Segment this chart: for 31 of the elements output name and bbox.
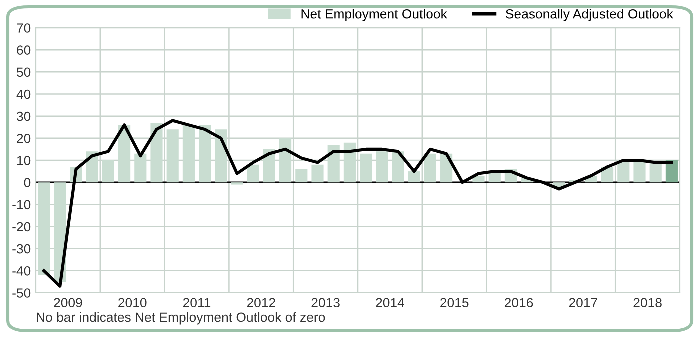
x-tick-label: 2013 (312, 298, 340, 308)
y-tick-label: -10 (12, 200, 31, 210)
y-tick-label: 10 (17, 156, 31, 166)
bar (666, 160, 678, 183)
bar (247, 164, 260, 183)
y-tick-label: 50 (16, 68, 31, 78)
y-tick-label: 0 (24, 178, 31, 188)
x-tick-label: 2017 (569, 298, 598, 308)
x-tick-label: 2016 (504, 298, 534, 308)
bar (312, 164, 324, 183)
y-tick-label: -30 (12, 244, 31, 254)
y-tick-label: 40 (16, 90, 31, 100)
x-tick-label: 2010 (118, 298, 147, 308)
x-tick-label: 2018 (634, 298, 662, 308)
y-tick-label: 30 (16, 112, 31, 122)
bar (634, 160, 646, 183)
legend-label: Seasonally Adjusted Outlook (506, 9, 674, 22)
bar (650, 162, 662, 183)
x-tick-label: 2014 (376, 298, 404, 308)
x-tick-label: 2009 (54, 298, 82, 308)
x-tick-label: 2011 (183, 298, 211, 308)
y-tick-label: -20 (12, 222, 31, 232)
y-tick-label: 20 (17, 134, 31, 144)
y-tick-label: 70 (17, 24, 31, 33)
x-tick-label: 2015 (440, 298, 469, 308)
text: No bar indicates Net Employment Outlook of zero (37, 312, 326, 325)
x-tick-label: 2012 (247, 298, 276, 308)
y-tick-label: 60 (17, 46, 31, 55)
y-tick-label: -40 (12, 266, 31, 276)
y-tick-label: -50 (12, 288, 31, 298)
legend-label: Net Employment Outlook (302, 9, 448, 22)
